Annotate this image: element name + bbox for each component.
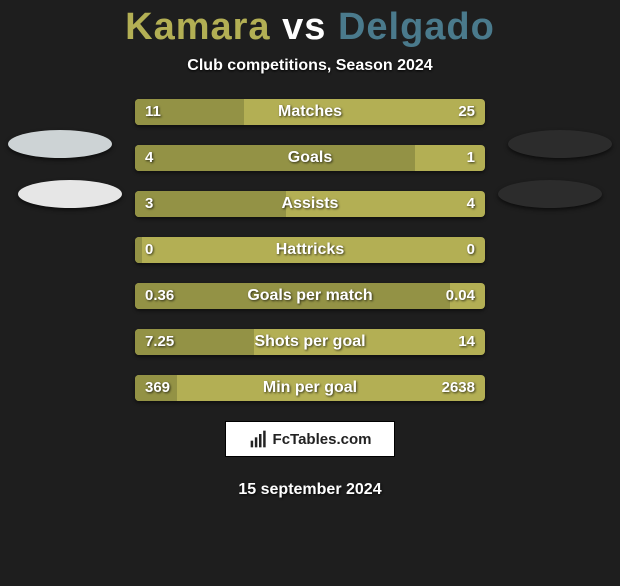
player1-name: Kamara bbox=[125, 6, 270, 48]
brand-box[interactable]: FcTables.com bbox=[225, 421, 395, 457]
stat-value-right: 25 bbox=[458, 99, 475, 125]
stat-value-right: 2638 bbox=[442, 375, 475, 401]
date-text: 15 september 2024 bbox=[0, 481, 620, 499]
stat-label: Min per goal bbox=[135, 375, 485, 401]
stat-label: Goals per match bbox=[135, 283, 485, 309]
stat-label: Shots per goal bbox=[135, 329, 485, 355]
brand-text: FcTables.com bbox=[273, 431, 372, 448]
stat-label: Matches bbox=[135, 99, 485, 125]
comparison-title: Kamara vs Delgado bbox=[0, 6, 620, 49]
stat-value-right: 14 bbox=[458, 329, 475, 355]
stat-value-right: 4 bbox=[467, 191, 475, 217]
stat-row: 4 Goals 1 bbox=[135, 145, 485, 171]
stat-label: Assists bbox=[135, 191, 485, 217]
subtitle: Club competitions, Season 2024 bbox=[0, 57, 620, 75]
stat-value-right: 0 bbox=[467, 237, 475, 263]
stat-label: Hattricks bbox=[135, 237, 485, 263]
stat-row: 11 Matches 25 bbox=[135, 99, 485, 125]
player2-name: Delgado bbox=[338, 6, 495, 48]
player2-badge-1 bbox=[508, 130, 612, 158]
stat-row: 7.25 Shots per goal 14 bbox=[135, 329, 485, 355]
player1-badge-2 bbox=[18, 180, 122, 208]
stat-label: Goals bbox=[135, 145, 485, 171]
player1-badge-1 bbox=[8, 130, 112, 158]
vs-text: vs bbox=[282, 6, 326, 48]
player2-badge-2 bbox=[498, 180, 602, 208]
stat-value-right: 1 bbox=[467, 145, 475, 171]
stat-row: 369 Min per goal 2638 bbox=[135, 375, 485, 401]
stat-row: 0.36 Goals per match 0.04 bbox=[135, 283, 485, 309]
stat-row: 0 Hattricks 0 bbox=[135, 237, 485, 263]
stat-row: 3 Assists 4 bbox=[135, 191, 485, 217]
stat-value-right: 0.04 bbox=[446, 283, 475, 309]
brand-chart-icon bbox=[249, 429, 269, 449]
